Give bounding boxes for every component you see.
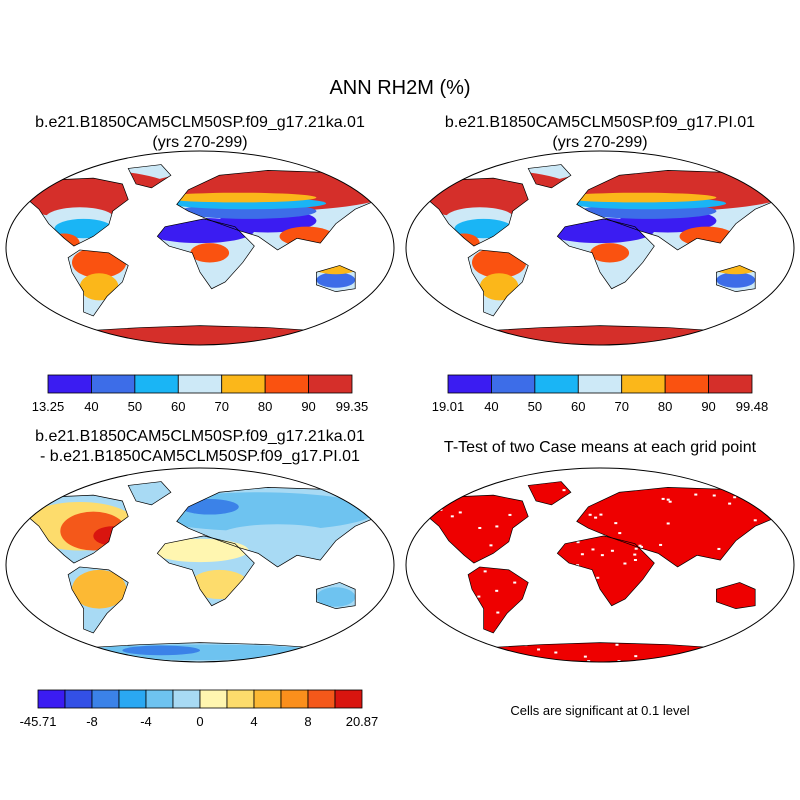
colorbar-label: 4 — [250, 714, 257, 729]
colorbar-label: 60 — [571, 399, 585, 414]
colorbar-label: 90 — [301, 399, 315, 414]
colorbar-label: 0 — [196, 714, 203, 729]
coastline-greenland — [527, 481, 572, 506]
colorbar-label: 70 — [214, 399, 228, 414]
colorbar-label: 70 — [614, 399, 628, 414]
colorbar-1: 19.01 40 50 60 70 80 90 99.48 — [432, 374, 769, 414]
colorbar-label: -8 — [86, 714, 98, 729]
coastline-eurasia — [176, 487, 379, 568]
coastline-northamerica — [21, 494, 129, 564]
map-panel-2 — [5, 467, 395, 663]
coastline-greenland — [527, 164, 572, 189]
coastline-northamerica — [421, 177, 529, 247]
map-panel-0 — [5, 150, 395, 346]
colorbar-box — [491, 374, 536, 394]
colorbar-label: 40 — [484, 399, 498, 414]
figure-title: ANN RH2M (%) — [329, 77, 471, 99]
colorbar-box — [91, 374, 136, 394]
coastline-africa — [156, 218, 255, 290]
coastline-northamerica — [421, 494, 529, 564]
coastline-southamerica — [467, 249, 529, 317]
colorbar-box — [264, 374, 309, 394]
colorbar-box — [664, 374, 709, 394]
colorbar-box — [534, 374, 579, 394]
colorbar-box — [221, 374, 266, 394]
map-border — [405, 150, 795, 346]
map-border — [405, 467, 795, 663]
colorbar-box — [145, 689, 174, 709]
coastline-africa — [556, 535, 655, 607]
colorbar-label: 13.25 — [32, 399, 65, 414]
colorbar-box — [253, 689, 282, 709]
colorbar-box — [447, 374, 492, 394]
coastline-southamerica — [467, 566, 529, 634]
significance-note: Cells are significant at 0.1 level — [510, 703, 690, 718]
colorbar-label: 80 — [258, 399, 272, 414]
colorbar-label: 50 — [128, 399, 142, 414]
coastline-northamerica — [21, 177, 129, 247]
panel-title-case: b.e21.B1850CAM5CLM50SP.f09_g17.21ka.01 (… — [0, 113, 400, 153]
coastline-eurasia — [176, 170, 379, 251]
colorbar-label: 60 — [171, 399, 185, 414]
colorbar-label: 19.01 — [432, 399, 465, 414]
colorbar-label: 99.35 — [336, 399, 369, 414]
colorbar-box — [307, 689, 336, 709]
colorbar-label: 90 — [701, 399, 715, 414]
colorbar-box — [308, 374, 353, 394]
coastline-australia — [716, 582, 756, 610]
map-border — [5, 150, 395, 346]
map-panel-3 — [405, 467, 795, 663]
colorbar-box — [37, 689, 66, 709]
panel-title-difference-line2: - b.e21.B1850CAM5CLM50SP.f09_g17.PI.01 — [40, 448, 360, 465]
colorbar-box — [199, 689, 228, 709]
panel-title-case-line1: b.e21.B1850CAM5CLM50SP.f09_g17.21ka.01 — [35, 114, 365, 131]
panel-title-difference-line1: b.e21.B1850CAM5CLM50SP.f09_g17.21ka.01 — [35, 428, 365, 445]
colorbar-box — [47, 374, 92, 394]
colorbar-box — [621, 374, 666, 394]
colorbar-box — [91, 689, 120, 709]
colorbar-box — [177, 374, 223, 394]
colorbar-box — [577, 374, 623, 394]
colorbar-0: 13.25 40 50 60 70 80 90 99.35 — [32, 374, 369, 414]
coastline-africa — [156, 535, 255, 607]
colorbar-box — [118, 689, 147, 709]
colorbar-box — [334, 689, 363, 709]
colorbar-2: -45.71 -8 -4 0 4 8 20.87 — [20, 689, 379, 729]
colorbar-box — [172, 689, 201, 709]
panel-title-case-line2: (yrs 270-299) — [152, 134, 248, 151]
colorbar-label: 40 — [84, 399, 98, 414]
coastline-southamerica — [67, 566, 129, 634]
colorbar-label: -4 — [140, 714, 152, 729]
panel-title-difference: b.e21.B1850CAM5CLM50SP.f09_g17.21ka.01 -… — [0, 427, 400, 467]
panel-title-control: b.e21.B1850CAM5CLM50SP.f09_g17.PI.01 (yr… — [400, 113, 800, 153]
colorbar-box — [226, 689, 255, 709]
colorbar-box — [64, 689, 93, 709]
panel-title-control-line2: (yrs 270-299) — [552, 134, 648, 151]
panel-title-ttest: T-Test of two Case means at each grid po… — [443, 439, 757, 456]
coastline-eurasia — [576, 487, 779, 568]
panel-title-control-line1: b.e21.B1850CAM5CLM50SP.f09_g17.PI.01 — [444, 114, 756, 131]
colorbar-label: -45.71 — [20, 714, 57, 729]
coastline-eurasia — [576, 170, 779, 251]
map-border — [5, 467, 395, 663]
colorbar-label: 80 — [658, 399, 672, 414]
colorbar-box — [134, 374, 179, 394]
colorbar-label: 20.87 — [346, 714, 379, 729]
colorbar-box — [280, 689, 309, 709]
colorbar-label: 8 — [304, 714, 311, 729]
colorbar-label: 99.48 — [736, 399, 769, 414]
colorbar-label: 50 — [528, 399, 542, 414]
colorbar-box — [708, 374, 753, 394]
coastline-australia — [316, 582, 356, 610]
coastline-africa — [556, 218, 655, 290]
map-panel-1 — [405, 150, 795, 346]
coastline-greenland — [127, 481, 172, 506]
coastline-australia — [316, 265, 356, 293]
coastline-australia — [716, 265, 756, 293]
coastline-southamerica — [67, 249, 129, 317]
coastline-greenland — [127, 164, 172, 189]
